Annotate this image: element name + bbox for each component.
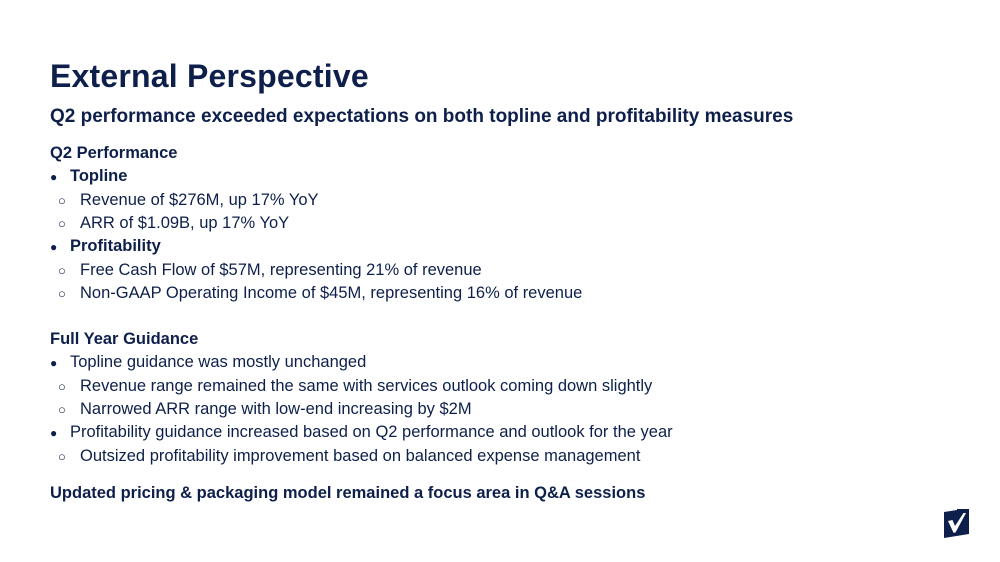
bullet-hollow-icon: ○ [58, 449, 66, 464]
sub-list-item: ○ Revenue range remained the same with s… [50, 375, 950, 398]
page-title: External Perspective [50, 58, 369, 94]
sub-list-item: ○ ARR of $1.09B, up 17% YoY [50, 212, 950, 235]
bullet-hollow-icon: ○ [58, 193, 66, 208]
bullet-hollow-icon: ○ [58, 263, 66, 278]
sub-list-item-text: Non-GAAP Operating Income of $45M, repre… [80, 284, 583, 302]
list-item-label: Profitability [70, 237, 161, 255]
checkmark-logo-icon [944, 509, 969, 538]
page-subtitle: Q2 performance exceeded expectations on … [50, 106, 794, 127]
bullet-hollow-icon: ○ [58, 216, 66, 231]
list-item-profitability: ● Profitability [50, 235, 950, 259]
spacer [50, 305, 950, 328]
sub-list-item-text: Narrowed ARR range with low-end increasi… [80, 400, 472, 418]
list-item-topline: ● Topline [50, 165, 950, 189]
list-item-label: Profitability guidance increased based o… [70, 423, 673, 441]
sub-list-item-text: Revenue of $276M, up 17% YoY [80, 191, 319, 209]
bullet-filled-icon: ● [50, 170, 58, 184]
list-item-profitability-guidance: ● Profitability guidance increased based… [50, 421, 950, 445]
bullet-filled-icon: ● [50, 426, 58, 440]
sub-list-item: ○ Revenue of $276M, up 17% YoY [50, 189, 950, 212]
bullet-hollow-icon: ○ [58, 379, 66, 394]
sub-list-item: ○ Free Cash Flow of $57M, representing 2… [50, 259, 950, 282]
list-item-label: Topline guidance was mostly unchanged [70, 353, 367, 371]
section-heading-guidance: Full Year Guidance [50, 330, 199, 348]
section-heading-q2-performance: Q2 Performance [50, 144, 178, 162]
sub-list-item-text: ARR of $1.09B, up 17% YoY [80, 214, 290, 232]
sub-list-item-text: Revenue range remained the same with ser… [80, 377, 653, 395]
sub-list-item: ○ Outsized profitability improvement bas… [50, 445, 950, 468]
bullet-hollow-icon: ○ [58, 286, 66, 301]
list-item-label: Topline [70, 167, 128, 185]
sub-list-item-text: Free Cash Flow of $57M, representing 21%… [80, 261, 482, 279]
sub-list-item: ○ Narrowed ARR range with low-end increa… [50, 398, 950, 421]
list-item-topline-guidance: ● Topline guidance was mostly unchanged [50, 351, 950, 375]
bullet-filled-icon: ● [50, 356, 58, 370]
bullet-hollow-icon: ○ [58, 402, 66, 417]
slide-body: Q2 Performance ● Topline ○ Revenue of $2… [50, 142, 950, 505]
spacer [50, 468, 950, 482]
sub-list-item: ○ Non-GAAP Operating Income of $45M, rep… [50, 282, 950, 305]
sub-list-item-text: Outsized profitability improvement based… [80, 447, 641, 465]
bullet-filled-icon: ● [50, 240, 58, 254]
closing-statement: Updated pricing & packaging model remain… [50, 484, 646, 502]
